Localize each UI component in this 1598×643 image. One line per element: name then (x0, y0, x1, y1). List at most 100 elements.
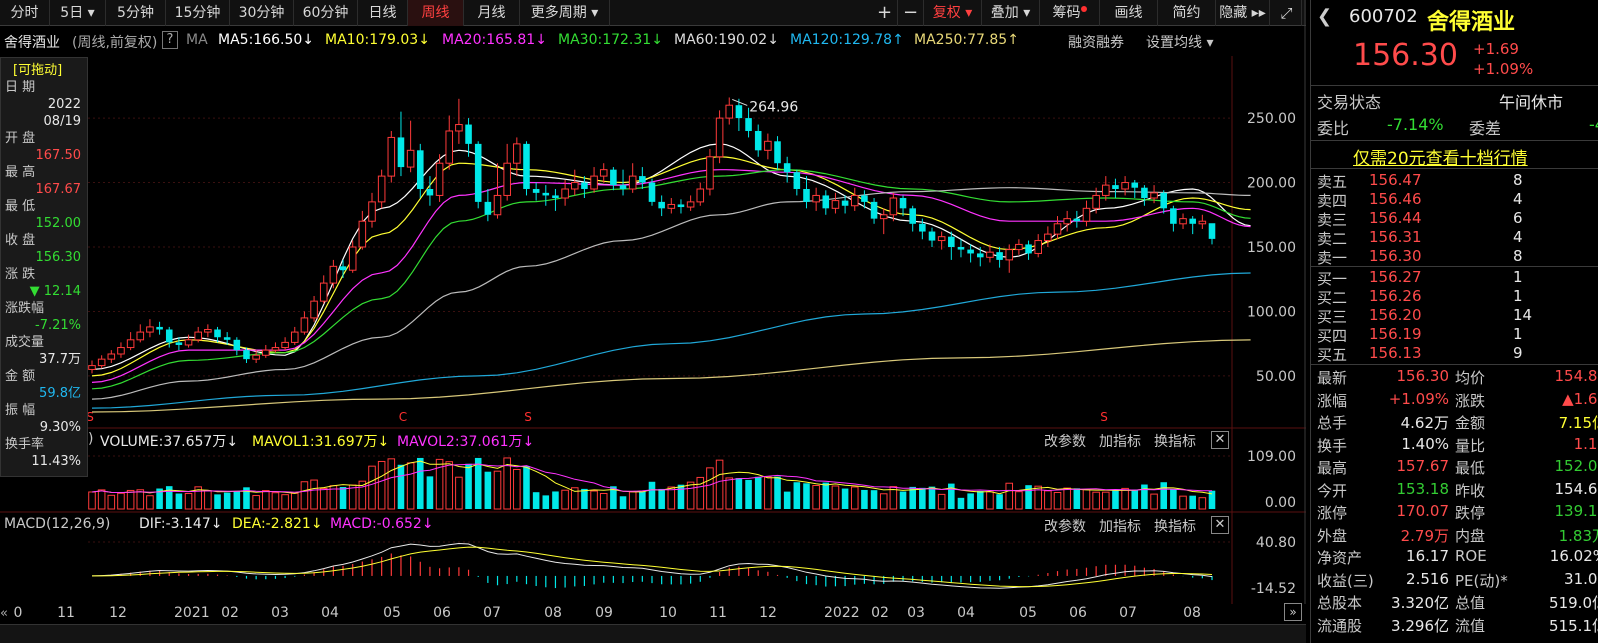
ask-row[interactable]: 卖五 156.47 8 (1317, 171, 1598, 191)
indicator-tab-bar[interactable] (0, 624, 1306, 643)
volume-bar-up (725, 477, 734, 510)
time-tick-label: 04 (321, 605, 339, 621)
help-icon[interactable]: ? (162, 31, 178, 49)
simple-button[interactable]: 简约 (1158, 0, 1216, 26)
candle-body-up (1179, 218, 1187, 225)
stat-value: 519.0亿 (1549, 594, 1598, 612)
drag-label[interactable]: [可拖动] (13, 63, 63, 78)
tab-15min[interactable]: 15分钟 (166, 0, 230, 26)
volume-bar-down (416, 457, 424, 509)
bid-row[interactable]: 买五 156.13 9 (1317, 344, 1598, 364)
macd-switch-indicator-button[interactable]: 换指标 (1154, 519, 1196, 535)
ask-row[interactable]: 卖三 156.44 6 (1317, 209, 1598, 229)
candle-body-down (928, 231, 936, 241)
tab-weekly[interactable]: 周线 (408, 0, 464, 26)
volume-bar-up (262, 490, 270, 510)
candle (1025, 240, 1032, 260)
volume-bar-down (1131, 489, 1139, 509)
ma-settings-dropdown[interactable]: 设置均线 ▾ (1146, 35, 1214, 51)
change-value: ▼ 12.14 (29, 284, 81, 299)
candle (117, 342, 125, 358)
macd-edit-params-button[interactable]: 改参数 (1044, 519, 1086, 535)
volume-bar-down (754, 476, 762, 509)
stat-value: 154.61 (1554, 479, 1598, 498)
tab-5min[interactable]: 5分钟 (106, 0, 166, 26)
candle-body-up (88, 365, 96, 370)
bid-row[interactable]: 买二 156.26 1 (1317, 287, 1598, 307)
draw-button[interactable]: 画线 (1100, 0, 1158, 26)
price-tick-label: 150.00 (1247, 240, 1296, 256)
time-tick-label: 10 (659, 605, 677, 621)
bid-row[interactable]: 买四 156.19 1 (1317, 325, 1598, 345)
stat-value: 4.62万 (1400, 414, 1449, 432)
stat-value: 1.12 (1573, 434, 1598, 453)
margin-trading-link[interactable]: 融资融券 (1068, 35, 1124, 51)
candle-body-down (426, 188, 434, 196)
stat-label: 涨幅 (1317, 391, 1348, 410)
signal-marker: S (524, 410, 532, 424)
candle (1179, 213, 1187, 229)
tab-monthly[interactable]: 月线 (464, 0, 520, 26)
time-tick-label: 2022 (824, 605, 860, 621)
volume-bar-down (465, 463, 472, 509)
candle-body-down (774, 141, 781, 164)
hide-button[interactable]: 隐藏 ▸▸ (1216, 0, 1270, 26)
candle (735, 98, 743, 131)
tab-60min[interactable]: 60分钟 (294, 0, 358, 26)
volume-bar-down (243, 487, 250, 509)
vol-add-indicator-button[interactable]: 加指标 (1099, 434, 1141, 450)
candle-body-up (570, 182, 579, 190)
volume-bar-down (610, 486, 617, 509)
macd-add-indicator-button[interactable]: 加指标 (1099, 519, 1141, 535)
candle (146, 319, 154, 338)
chart-canvas[interactable]: 250.00 200.00 150.00 100.00 50.00 264.96 S C S S 1… (0, 0, 1306, 604)
tab-30min[interactable]: 30分钟 (230, 0, 294, 26)
scroll-left-icon[interactable]: « (0, 606, 8, 621)
crosshair-info-panel[interactable]: [可拖动] 日 期 2022 08/19 开 盘 167.50 最 高 167.… (0, 57, 88, 477)
candle (889, 192, 898, 222)
candle (1160, 190, 1168, 214)
candle (204, 324, 212, 338)
macd-close-icon[interactable]: ✕ (1211, 516, 1229, 534)
candle-body-up (184, 339, 193, 346)
zoom-out-button[interactable]: − (898, 0, 924, 26)
bid-row[interactable]: 买一 156.27 1 (1317, 268, 1598, 288)
level2-promo-link[interactable]: 仅需20元查看十档行情 (1353, 149, 1528, 169)
ma10-line (91, 156, 1251, 377)
candle (793, 169, 801, 196)
volume-bar-up (136, 489, 145, 510)
candle-body-up (725, 104, 734, 119)
stat-value: 170.07 (1396, 502, 1450, 520)
candle-body-down (822, 195, 830, 209)
bid-row[interactable]: 买三 156.20 14 (1317, 306, 1598, 326)
candle-body-up (879, 214, 888, 220)
order-price: 156.31 (1369, 228, 1422, 246)
volume-bar-down (619, 496, 627, 509)
ask-row[interactable]: 卖四 156.46 4 (1317, 190, 1598, 210)
mavol2-value: MAVOL2:37.061万↓ (397, 434, 535, 450)
stat-label: 涨跌 (1455, 391, 1486, 410)
back-icon[interactable]: ❮ (1317, 6, 1333, 27)
fullscreen-icon[interactable]: ⤢ (1272, 0, 1302, 26)
chips-button[interactable]: 筹码 (1040, 0, 1100, 26)
more-periods-dropdown[interactable]: 更多周期 ▾ (520, 0, 610, 26)
ask-row[interactable]: 卖一 156.30 8 (1317, 247, 1598, 267)
low-value: 152.00 (35, 216, 82, 231)
zoom-in-button[interactable]: + (872, 0, 898, 26)
candle (465, 118, 472, 157)
ask-row[interactable]: 卖二 156.31 4 (1317, 228, 1598, 248)
volume-bar-down (919, 487, 926, 509)
candle (696, 182, 705, 206)
scroll-right-icon[interactable]: » (1284, 603, 1302, 621)
overlay-dropdown[interactable]: 叠加 ▾ (982, 0, 1040, 26)
tab-5day[interactable]: 5日 ▾ (50, 0, 106, 26)
adjust-dropdown[interactable]: 复权 ▾ (924, 0, 982, 26)
volume-value-header: VOLUME:37.657万↓ (100, 434, 239, 450)
tab-daily[interactable]: 日线 (358, 0, 408, 26)
vol-switch-indicator-button[interactable]: 换指标 (1154, 434, 1196, 450)
ma250-line (91, 339, 1251, 413)
vol-close-icon[interactable]: ✕ (1211, 431, 1229, 449)
candle-body-down (532, 188, 540, 193)
tab-intraday[interactable]: 分时 (0, 0, 50, 26)
vol-edit-params-button[interactable]: 改参数 (1044, 434, 1086, 450)
